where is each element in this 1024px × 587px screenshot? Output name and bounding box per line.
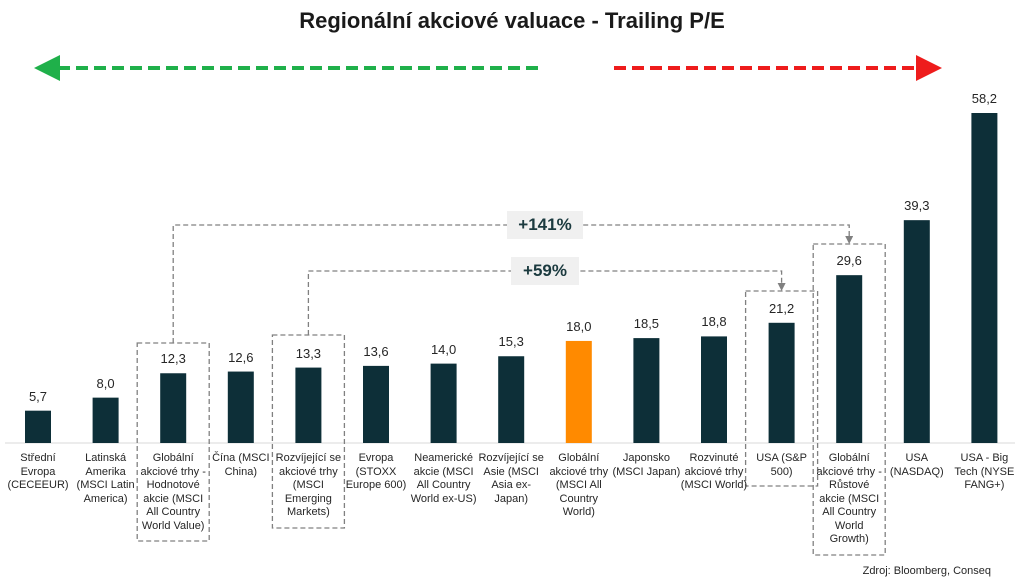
value-label: 8,0 (96, 375, 115, 391)
category-label: USA (S&P 500) (756, 452, 807, 478)
value-label: 58,2 (971, 91, 998, 106)
bar (295, 367, 322, 443)
category-label: Japonsko (MSCI Japan) (612, 452, 681, 478)
bar (92, 397, 119, 443)
bar (227, 371, 254, 443)
bar (768, 322, 795, 443)
category-label: Čína (MSCI China) (212, 452, 270, 478)
value-label: 13,3 (295, 345, 322, 361)
value-label: 12,3 (160, 351, 186, 367)
category-label: USA (NASDAQ) (889, 452, 944, 478)
bar (836, 275, 863, 443)
value-label: 12,6 (228, 349, 254, 365)
bar (565, 340, 592, 443)
value-label: 29,6 (836, 253, 862, 269)
bar (701, 336, 727, 443)
highlight-box (744, 290, 819, 487)
category-label: Latinská Amerika (MSCI Latin America) (76, 452, 135, 505)
bar (160, 373, 187, 443)
bar (363, 365, 389, 443)
category-label: Globální akciové trhy (MSCI All Country … (549, 452, 609, 518)
category-label: Rozvíjející se Asie (MSCI Asia ex-Japan) (478, 452, 544, 505)
category-label: Globální akciové trhy - Růstové akcie (M… (816, 452, 882, 545)
bar (498, 356, 525, 443)
value-label: 18,0 (566, 318, 592, 334)
source-note: Zdroj: Bloomberg, Conseq (862, 565, 991, 577)
category-label: Rozvinuté akciové trhy (MSCI World) (680, 452, 748, 491)
category-label: Globální akciové trhy - Hodnotové akcie … (140, 452, 206, 532)
category-label: Neamerické akcie (MSCI All Country World… (410, 452, 477, 505)
bar (25, 410, 51, 443)
category-label: Střední Evropa (CECEEUR) (7, 452, 69, 491)
bar (430, 363, 457, 443)
value-label: 13,6 (363, 343, 389, 359)
value-label: 15,3 (498, 334, 524, 350)
category-label: USA - Big Tech (NYSE FANG+) (954, 452, 1015, 491)
highlight-box (812, 243, 886, 556)
value-label: 18,5 (633, 316, 660, 332)
growth-callout: +141% (507, 211, 583, 239)
cheap-arrow-head-icon (34, 55, 60, 81)
bar (971, 113, 998, 443)
category-label: Rozvíjející se akciové trhy (MSCI Emergi… (275, 452, 342, 518)
value-label: 5,7 (28, 388, 48, 404)
value-label: 21,2 (768, 300, 795, 316)
category-label: Evropa (STOXX Europe 600) (345, 452, 407, 491)
value-label: 18,8 (701, 314, 727, 330)
expensive-arrow-head-icon (916, 55, 942, 81)
growth-callout: +59% (511, 257, 579, 285)
value-label: 39,3 (904, 198, 930, 214)
bar (903, 220, 930, 443)
value-label: 14,0 (430, 341, 457, 357)
chart-title: Regionální akciové valuace - Trailing P/… (299, 8, 725, 33)
bar (633, 338, 660, 443)
